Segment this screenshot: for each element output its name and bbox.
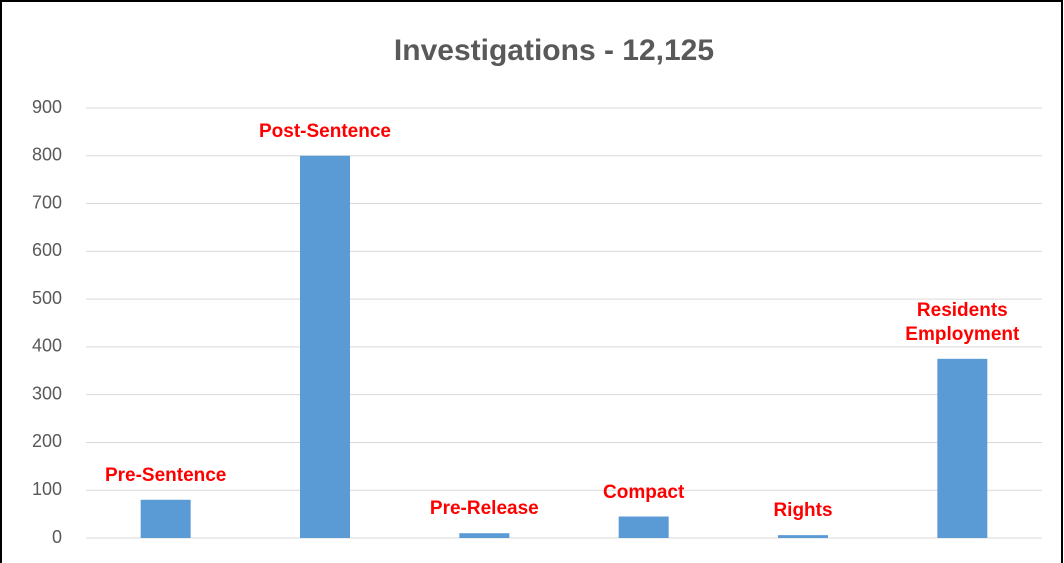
y-tick-label: 0: [52, 527, 62, 547]
y-tick-label: 200: [32, 431, 62, 451]
y-tick-label: 800: [32, 145, 62, 165]
bar: [300, 155, 350, 538]
bar: [459, 533, 510, 538]
y-tick-label: 700: [32, 192, 62, 212]
bar: [937, 358, 988, 538]
category-label: Post-Sentence: [259, 120, 391, 142]
y-tick-label: 900: [32, 97, 62, 117]
y-tick-label: 500: [32, 288, 62, 308]
y-tick-label: 600: [32, 240, 62, 260]
category-label: Residents Employment: [905, 299, 1020, 345]
y-tick-label: 300: [32, 383, 62, 403]
category-label: Pre-Sentence: [104, 464, 227, 486]
category-label: Rights: [773, 500, 833, 522]
bar: [140, 499, 191, 538]
category-label: Pre-Release: [429, 498, 539, 520]
y-tick-label: 100: [32, 479, 62, 499]
chart-title: Investigations - 12,125: [394, 34, 714, 67]
y-tick-label: 400: [32, 336, 62, 356]
bar: [618, 516, 669, 538]
bar: [778, 535, 828, 538]
category-label: Compact: [603, 481, 685, 503]
